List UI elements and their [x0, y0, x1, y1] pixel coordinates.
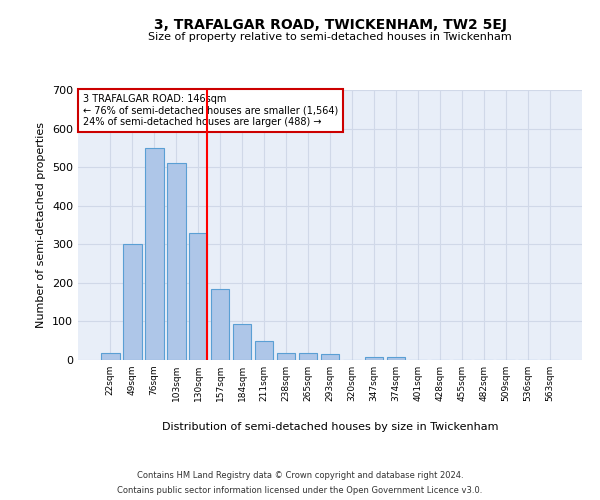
Text: Contains HM Land Registry data © Crown copyright and database right 2024.: Contains HM Land Registry data © Crown c…	[137, 471, 463, 480]
Bar	[145, 148, 164, 360]
Y-axis label: Number of semi-detached properties: Number of semi-detached properties	[37, 122, 46, 328]
Text: Distribution of semi-detached houses by size in Twickenham: Distribution of semi-detached houses by …	[162, 422, 498, 432]
Text: 3 TRAFALGAR ROAD: 146sqm
← 76% of semi-detached houses are smaller (1,564)
24% o: 3 TRAFALGAR ROAD: 146sqm ← 76% of semi-d…	[83, 94, 338, 127]
Text: 3, TRAFALGAR ROAD, TWICKENHAM, TW2 5EJ: 3, TRAFALGAR ROAD, TWICKENHAM, TW2 5EJ	[154, 18, 506, 32]
Bar	[211, 288, 229, 360]
Bar	[189, 232, 208, 360]
Bar	[233, 324, 251, 360]
Bar	[320, 354, 340, 360]
Bar	[255, 340, 274, 360]
Bar	[277, 353, 295, 360]
Bar	[167, 164, 185, 360]
Text: Size of property relative to semi-detached houses in Twickenham: Size of property relative to semi-detach…	[148, 32, 512, 42]
Bar	[365, 357, 383, 360]
Bar	[299, 353, 317, 360]
Bar	[123, 244, 142, 360]
Text: Contains public sector information licensed under the Open Government Licence v3: Contains public sector information licen…	[118, 486, 482, 495]
Bar	[386, 357, 405, 360]
Bar	[101, 353, 119, 360]
